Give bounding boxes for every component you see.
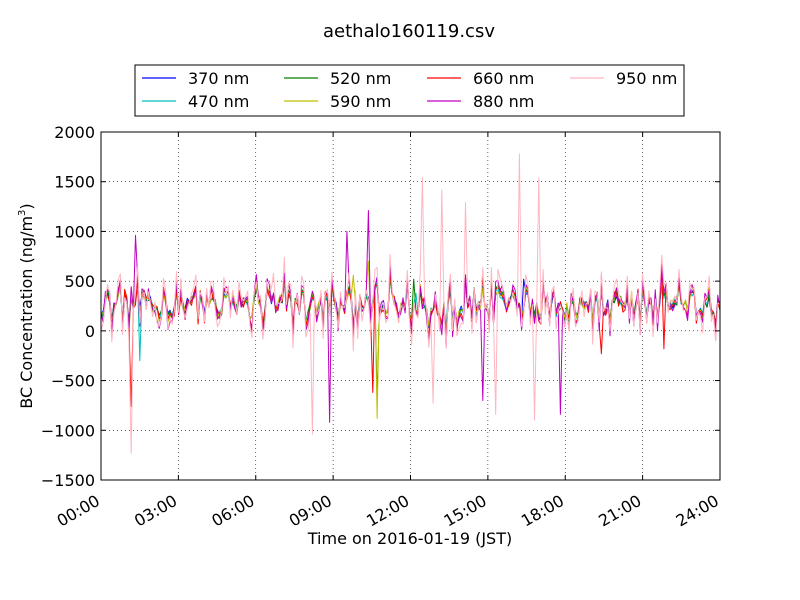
series-line-950-nm	[100, 153, 721, 454]
y-tick-label: 1500	[54, 173, 95, 192]
y-tick-label: 0	[85, 322, 95, 341]
y-tick-label: 1000	[54, 222, 95, 241]
x-tick-label: 24:00	[673, 491, 722, 531]
x-tick-label: 03:00	[131, 491, 180, 531]
y-tick-label: 500	[64, 272, 95, 291]
x-tick-label: 06:00	[208, 491, 257, 531]
legend-label: 660 nm	[473, 69, 534, 88]
y-tick-label: −1500	[41, 471, 95, 490]
x-tick-label: 18:00	[518, 491, 567, 531]
x-tick-label: 15:00	[440, 491, 489, 531]
chart-title: aethalo160119.csv	[323, 21, 495, 42]
legend-box	[134, 64, 685, 117]
x-tick-label: 09:00	[286, 491, 335, 531]
y-tick-label: −1000	[41, 421, 95, 440]
legend-label: 880 nm	[473, 92, 534, 111]
y-tick-label: 2000	[54, 123, 95, 142]
ticks	[100, 131, 721, 481]
y-axis-label: BC Concentration (ng/m3)	[17, 203, 36, 408]
legend-label: 950 nm	[616, 69, 677, 88]
x-tick-label: 12:00	[363, 491, 412, 531]
x-tick-label: 00:00	[54, 491, 103, 531]
legend: 370 nm 470 nm 520 nm 590 nm 660 nm 880 nm 950 …	[134, 64, 685, 117]
legend-label: 470 nm	[188, 92, 249, 111]
y-tick-label: −500	[51, 372, 95, 391]
legend-label: 370 nm	[188, 69, 249, 88]
x-axis-label: Time on 2016-01-19 (JST)	[307, 529, 512, 548]
x-tick-label: 21:00	[595, 491, 644, 531]
legend-label: 520 nm	[330, 69, 391, 88]
legend-label: 590 nm	[330, 92, 391, 111]
grid	[101, 132, 720, 480]
series-layer	[100, 153, 721, 454]
